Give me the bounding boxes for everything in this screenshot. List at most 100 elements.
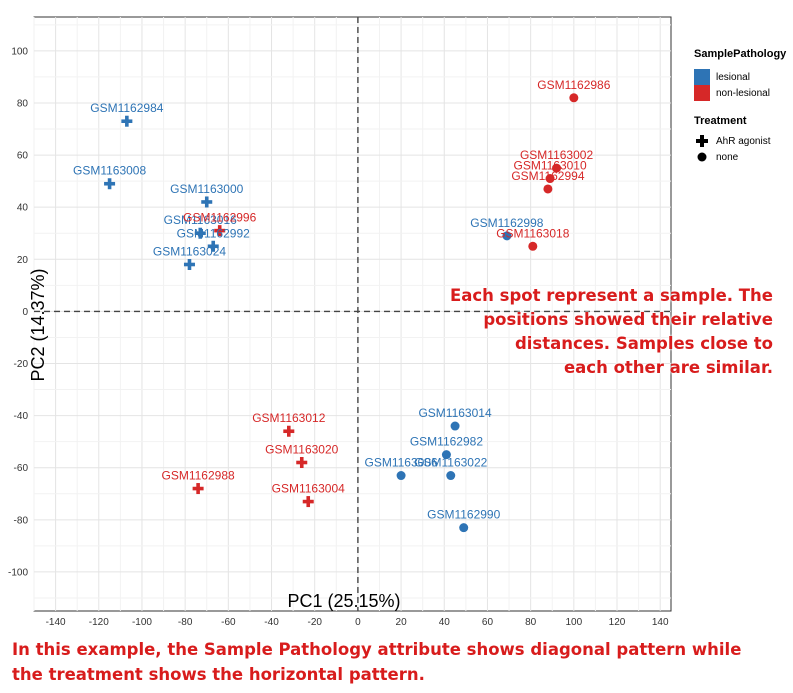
y-tick-label: 20: [17, 255, 29, 266]
annotation-explanation: Each spot represent a sample. The positi…: [393, 284, 773, 380]
x-tick-label: 40: [439, 617, 451, 628]
point-label: GSM1163008: [73, 164, 146, 178]
x-tick-label: -100: [132, 617, 152, 628]
y-tick-label: 60: [17, 151, 29, 162]
annotation-line: positions showed their relative: [483, 310, 773, 329]
plus-stroke-horizontal: [201, 200, 213, 204]
point-label: GSM1162990: [427, 508, 500, 522]
point-label: GSM1162998: [470, 216, 543, 230]
data-points: [104, 93, 579, 533]
plus-stroke-horizontal: [214, 228, 226, 233]
data-point-circle: [552, 163, 562, 173]
annotation-line: Each spot represent a sample. The: [449, 286, 773, 305]
data-point-plus: [214, 225, 226, 237]
point-label: GSM1163018: [496, 226, 569, 240]
axis-ticks: -140 -120 -100 -80 -60 -40 -20 0 20 40 60 80 100 120 1…: [8, 46, 669, 628]
annotation-line: distances. Samples close to: [514, 334, 773, 353]
point-label: GSM1163002: [520, 148, 593, 162]
data-point-circle: [543, 184, 553, 194]
point-labels: GSM1162984 GSM1163008 GSM1163000 GSM1163016…: [73, 78, 611, 522]
point-label: GSM1163014: [418, 406, 491, 420]
lesional-swatch: [694, 69, 710, 85]
x-tick-label: 60: [482, 617, 494, 628]
point-label: GSM1162988: [162, 469, 235, 483]
plus-stroke-horizontal: [302, 499, 314, 504]
point-label: GSM1163022: [414, 456, 487, 470]
data-point-circle: [528, 241, 538, 251]
data-point-plus: [283, 425, 295, 437]
y-tick-label: 0: [22, 307, 28, 318]
x-tick-label: 140: [652, 617, 669, 628]
point-label: GSM1163006: [364, 456, 437, 470]
point-label: GSM1162982: [410, 435, 483, 449]
point-label: GSM1162996: [183, 211, 256, 225]
data-point-plus: [302, 496, 314, 508]
point-label: GSM1163010: [513, 159, 586, 173]
x-tick-label: 120: [609, 617, 626, 628]
legend: SamplePathology lesional non-lesional Tr…: [694, 48, 786, 165]
plus-stroke-horizontal: [192, 486, 204, 491]
y-tick-label: 80: [17, 98, 29, 109]
point-label: GSM1162994: [511, 169, 584, 183]
data-point-plus: [121, 115, 133, 127]
plus-stroke-horizontal: [296, 460, 308, 465]
x-tick-label: -60: [221, 617, 236, 628]
caption-line: the treatment shows the horizontal patte…: [12, 665, 425, 684]
x-axis-label: PC1 (25.15%): [287, 591, 400, 611]
point-label: GSM1162984: [90, 101, 163, 115]
x-tick-label: -80: [178, 617, 193, 628]
grid-lines: [33, 17, 671, 611]
x-tick-label: -120: [89, 617, 109, 628]
plus-stroke-horizontal: [104, 181, 116, 186]
y-tick-label: -40: [14, 411, 29, 422]
point-label: GSM1163012: [252, 411, 325, 425]
legend-label-non-lesional: non-lesional: [716, 87, 770, 99]
non-lesional-swatch: [694, 85, 710, 101]
y-tick-label: -20: [14, 359, 29, 370]
data-point-circle: [441, 450, 451, 460]
y-tick-label: -60: [14, 463, 29, 474]
x-tick-label: 0: [355, 617, 361, 628]
legend-label-none: none: [716, 151, 739, 163]
data-point-plus: [207, 240, 219, 252]
x-tick-label: 20: [396, 617, 408, 628]
data-point-circle: [446, 471, 456, 481]
y-tick-label: -100: [8, 567, 28, 578]
circle-icon: [694, 149, 710, 165]
data-point-circle: [459, 523, 469, 533]
data-point-plus: [296, 457, 308, 468]
y-tick-label: 100: [11, 46, 28, 57]
y-tick-label: -80: [14, 515, 29, 526]
plus-stroke-horizontal: [194, 231, 206, 236]
annotation-caption: In this example, the Sample Pathology at…: [12, 637, 787, 687]
data-point-circle: [569, 93, 579, 103]
data-point-plus: [201, 196, 213, 208]
legend-item-non-lesional: non-lesional: [694, 85, 786, 101]
legend-label-lesional: lesional: [716, 71, 750, 83]
plus-icon: [694, 133, 710, 149]
data-point-plus: [183, 259, 195, 270]
legend-item-ahr-agonist: AhR agonist: [694, 133, 786, 149]
legend-label-ahr-agonist: AhR agonist: [716, 135, 771, 147]
point-label: GSM1163020: [265, 443, 338, 457]
plot-panel: [33, 16, 672, 612]
point-label: GSM1163004: [272, 482, 345, 496]
reference-lines: [34, 17, 671, 611]
point-label: GSM1163024: [153, 245, 226, 259]
caption-line: In this example, the Sample Pathology at…: [12, 640, 742, 659]
x-tick-label: -40: [264, 617, 279, 628]
plus-stroke-horizontal: [121, 119, 133, 124]
legend-item-none: none: [694, 149, 786, 165]
point-label: GSM1163016: [164, 213, 237, 227]
x-tick-label: 100: [565, 617, 582, 628]
x-tick-label: 80: [525, 617, 537, 628]
data-point-circle: [502, 231, 512, 241]
data-point-plus: [104, 178, 116, 190]
plus-stroke-horizontal: [207, 244, 219, 249]
point-label: GSM1162986: [537, 78, 610, 92]
data-point-circle: [396, 471, 406, 481]
point-label: GSM1163000: [170, 182, 243, 196]
x-tick-label: -140: [46, 617, 66, 628]
legend-title-treatment: Treatment: [694, 115, 747, 127]
